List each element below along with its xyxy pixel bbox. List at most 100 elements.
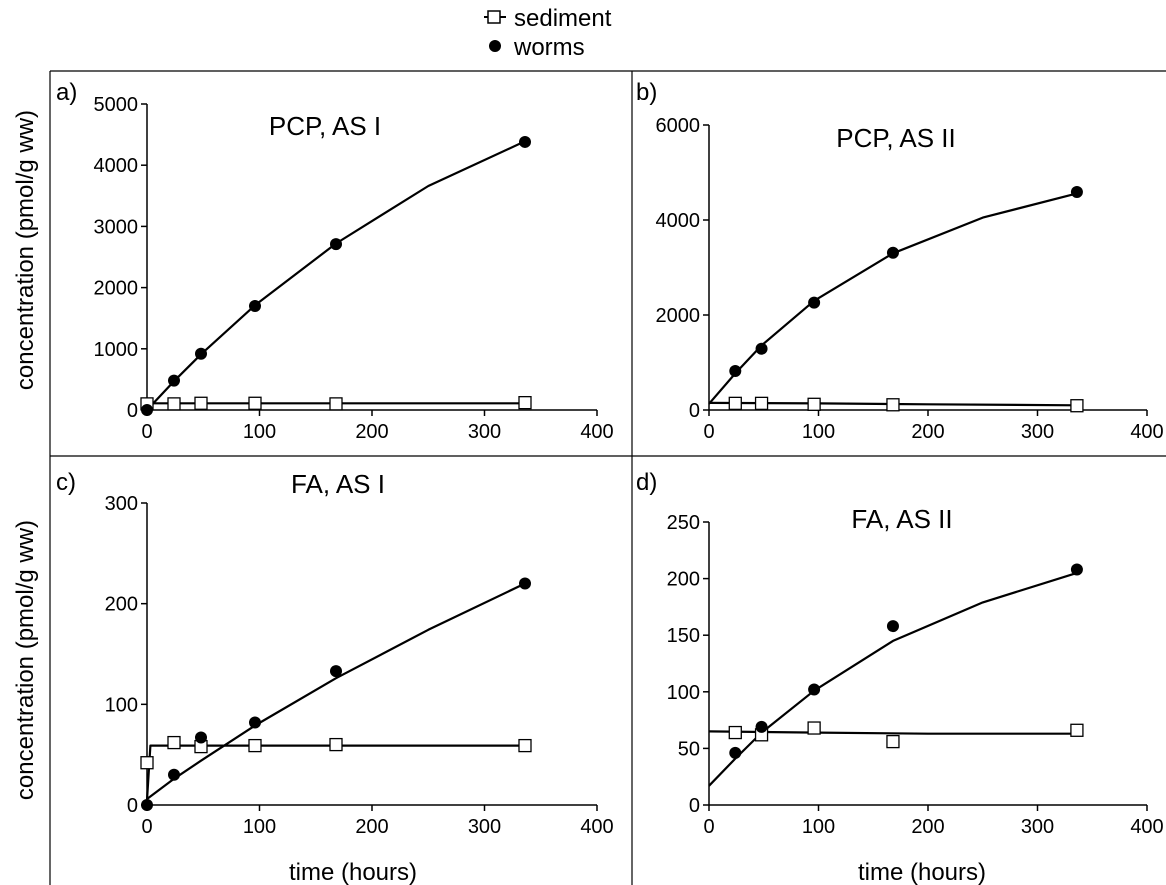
worms-point bbox=[249, 299, 261, 312]
panel-1: a)PCP, AS I0 100 200 300 4000100020003000400… bbox=[56, 79, 614, 443]
worms-point bbox=[195, 347, 207, 360]
y-tick-label: 300 bbox=[105, 493, 138, 515]
panel-title: PCP, AS I bbox=[269, 111, 381, 141]
x-axis-label-left: time (hours) bbox=[289, 859, 417, 885]
y-tick-label: 250 bbox=[667, 512, 700, 534]
x-tick-label: 200 bbox=[355, 816, 388, 838]
y-tick-label: 100 bbox=[105, 694, 138, 716]
panel-label: c) bbox=[56, 469, 76, 496]
sediment-point bbox=[167, 735, 181, 750]
worms-fit-line bbox=[146, 140, 526, 411]
x-tick-label: 400 bbox=[1130, 816, 1163, 838]
legend-sediment-label: sediment bbox=[514, 5, 612, 32]
x-tick-label: 100 bbox=[243, 816, 276, 838]
sediment-point bbox=[329, 737, 343, 752]
worms-point bbox=[755, 342, 768, 355]
y-tick-label: 0 bbox=[689, 795, 700, 817]
x-tick-label: 300 bbox=[1021, 421, 1054, 443]
y-axis-label-top: concentration (pmol/g ww) bbox=[12, 110, 39, 390]
worms-point bbox=[141, 799, 153, 811]
legend: sediment worms bbox=[484, 5, 612, 61]
x-tick-label: 200 bbox=[911, 421, 944, 443]
legend-worms-marker bbox=[489, 40, 501, 52]
y-tick-label: 200 bbox=[667, 569, 700, 591]
panel-frame bbox=[49, 70, 1166, 885]
sediment-point bbox=[728, 725, 742, 740]
sediment-point bbox=[248, 396, 262, 410]
panel-title: PCP, AS II bbox=[836, 123, 955, 153]
y-tick-label: 0 bbox=[127, 795, 138, 817]
panel-4: d) FA, AS II 0 100 200 300 400 0 50 100 150 200 250 bbox=[636, 469, 1164, 838]
sediment-point bbox=[248, 738, 262, 753]
x-tick-label: 400 bbox=[580, 421, 613, 443]
x-tick-label: 300 bbox=[468, 421, 501, 443]
y-tick-label: 200 bbox=[105, 594, 138, 616]
legend-worms-label: worms bbox=[513, 34, 585, 61]
x-tick-label: 100 bbox=[802, 421, 835, 443]
panel-3: c) FA, AS I 0 100 200 300 400 0 100 200 300 bbox=[56, 469, 614, 838]
sediment-point bbox=[167, 397, 181, 411]
sediment-point bbox=[140, 756, 154, 770]
worms-point bbox=[729, 365, 742, 378]
worms-fit-line bbox=[708, 192, 1078, 405]
panel-label: d) bbox=[636, 469, 657, 496]
sediment-point bbox=[1070, 399, 1084, 413]
legend-entry-worms: worms bbox=[489, 34, 585, 61]
y-tick-label: 0 bbox=[127, 400, 138, 422]
panel-title: FA, AS II bbox=[851, 504, 952, 534]
panel-title: FA, AS I bbox=[291, 469, 385, 499]
sediment-point bbox=[754, 396, 769, 411]
x-tick-label: 0 bbox=[703, 421, 714, 443]
worms-point bbox=[195, 731, 207, 744]
sediment-point bbox=[728, 396, 742, 411]
worms-point bbox=[141, 404, 153, 416]
y-tick-label: 0 bbox=[689, 400, 700, 422]
y-tick-label: 1000 bbox=[94, 339, 139, 361]
worms-point bbox=[755, 720, 768, 733]
worms-point bbox=[886, 620, 899, 633]
y-tick-label: 4000 bbox=[656, 210, 701, 232]
x-tick-label: 400 bbox=[1130, 421, 1163, 443]
sediment-point bbox=[518, 738, 532, 753]
worms-point bbox=[249, 716, 261, 729]
worms-point bbox=[330, 665, 342, 678]
y-tick-label: 3000 bbox=[94, 216, 139, 238]
x-tick-label: 0 bbox=[703, 816, 714, 838]
y-axis-label-bottom: concentration (pmol/g ww) bbox=[12, 520, 39, 800]
x-tick-label: 100 bbox=[243, 421, 276, 443]
x-axis-label-right: time (hours) bbox=[858, 859, 986, 885]
worms-point bbox=[330, 238, 342, 251]
y-tick-label: 150 bbox=[667, 625, 700, 647]
worms-fit-line bbox=[146, 582, 526, 800]
y-tick-label: 6000 bbox=[656, 115, 701, 137]
x-tick-label: 400 bbox=[580, 816, 613, 838]
worms-point bbox=[1070, 563, 1083, 576]
x-tick-label: 200 bbox=[911, 816, 944, 838]
y-tick-label: 100 bbox=[667, 682, 700, 704]
legend-entry-sediment: sediment bbox=[484, 5, 612, 32]
x-tick-label: 100 bbox=[802, 816, 835, 838]
worms-point bbox=[1070, 185, 1083, 198]
legend-sediment-marker bbox=[487, 10, 501, 24]
sediment-fit-line bbox=[145, 744, 525, 801]
sediment-point bbox=[1070, 723, 1084, 737]
y-tick-label: 2000 bbox=[656, 305, 701, 327]
y-tick-label: 50 bbox=[678, 738, 700, 760]
sediment-point bbox=[329, 397, 343, 411]
worms-point bbox=[519, 135, 531, 148]
panel-label: a) bbox=[56, 79, 77, 106]
worms-fit-line bbox=[708, 571, 1078, 787]
x-tick-label: 0 bbox=[141, 421, 152, 443]
worms-point bbox=[168, 374, 180, 387]
worms-point bbox=[519, 577, 531, 590]
panel-label: b) bbox=[636, 79, 657, 106]
x-tick-label: 300 bbox=[1021, 816, 1054, 838]
x-tick-label: 0 bbox=[141, 816, 152, 838]
worms-point bbox=[808, 683, 821, 696]
sediment-point bbox=[518, 396, 532, 410]
x-tick-label: 200 bbox=[355, 421, 388, 443]
y-tick-label: 2000 bbox=[94, 278, 139, 300]
worms-point bbox=[729, 746, 742, 759]
